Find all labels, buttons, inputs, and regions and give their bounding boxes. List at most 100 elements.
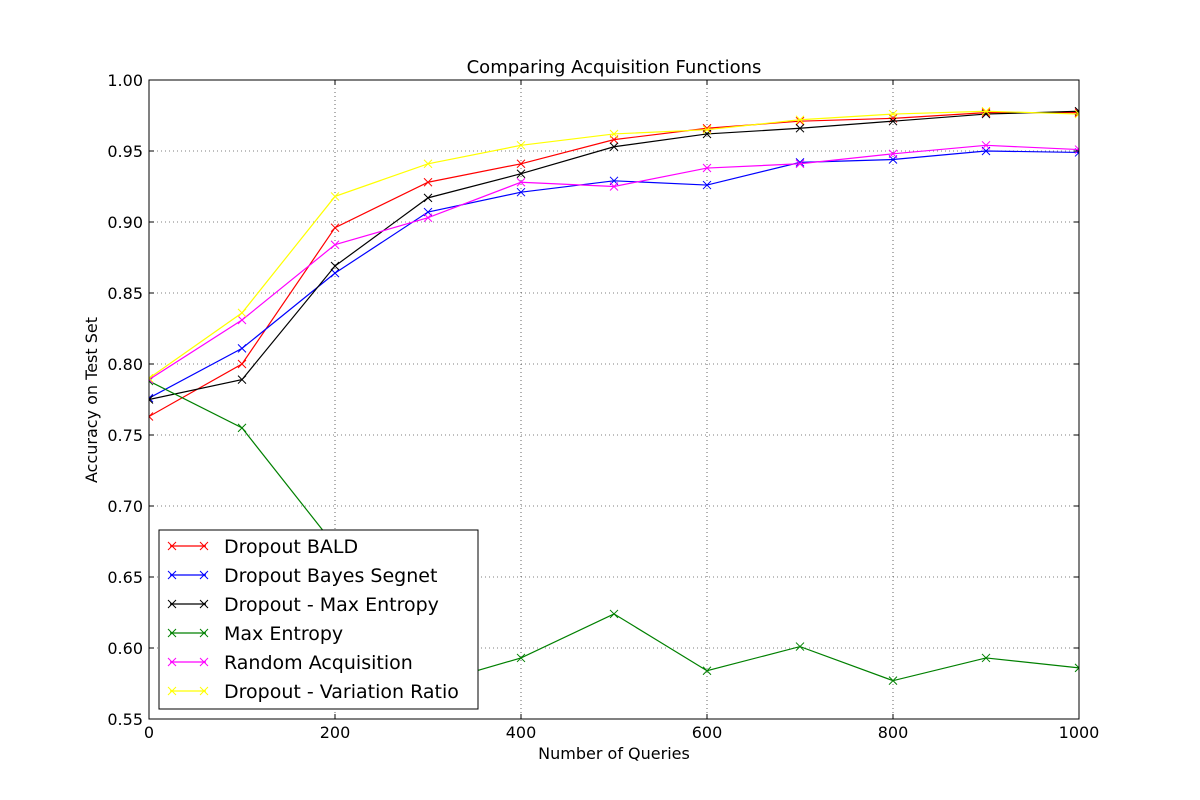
x-tick-label: 1000: [1059, 723, 1100, 742]
data-point: [516, 159, 526, 169]
x-tick-label: 200: [320, 723, 351, 742]
series-dropout-max-entropy: [149, 106, 1079, 404]
data-point: [237, 308, 247, 318]
data-point: [795, 159, 805, 169]
x-axis-label: Number of Queries: [538, 744, 690, 763]
data-point: [981, 106, 991, 116]
legend-label: Dropout - Variation Ratio: [224, 681, 459, 703]
legend-label: Max Entropy: [224, 623, 343, 645]
data-point: [609, 609, 619, 619]
y-axis-label: Accuracy on Test Set: [82, 317, 101, 483]
series-dropout-bayes-segnet: [149, 146, 1079, 403]
data-point: [330, 240, 340, 250]
legend-label: Dropout BALD: [224, 536, 358, 558]
data-point: [516, 177, 526, 187]
legend-marker: [167, 628, 177, 638]
series-random-acquisition: [149, 140, 1079, 384]
data-point: [702, 129, 712, 139]
y-tick-label: 0.60: [107, 639, 143, 658]
data-point: [1074, 145, 1079, 154]
plot-frame: [148, 79, 1080, 720]
data-point: [237, 315, 247, 325]
series-line: [149, 150, 1079, 399]
data-point: [423, 159, 433, 169]
x-tick-label: 0: [144, 723, 154, 742]
legend-marker: [199, 541, 209, 551]
data-point: [888, 116, 898, 126]
data-point: [423, 177, 433, 187]
data-point: [795, 123, 805, 133]
chart-title: Comparing Acquisition Functions: [467, 57, 762, 78]
data-point: [516, 187, 526, 197]
series-line: [149, 112, 1079, 418]
data-point: [609, 129, 619, 139]
legend-marker: [199, 570, 209, 580]
legend-marker: [167, 570, 177, 580]
x-tick-label: 600: [692, 723, 723, 742]
legend-marker: [199, 628, 209, 638]
data-point: [981, 140, 991, 150]
legend-entry: Dropout - Variation Ratio: [167, 681, 459, 703]
data-point: [795, 116, 805, 126]
data-point: [795, 158, 805, 167]
legend-label: Dropout Bayes Segnet: [224, 565, 437, 587]
legend-entry: Dropout BALD: [167, 536, 358, 558]
data-point: [516, 140, 526, 150]
data-point: [330, 268, 340, 278]
y-tick-label: 0.55: [107, 710, 143, 729]
data-point: [1074, 109, 1079, 119]
data-point: [795, 642, 805, 651]
data-point: [702, 666, 712, 676]
y-tick-label: 0.75: [107, 426, 143, 445]
data-point: [888, 109, 898, 119]
legend-entry: Dropout - Max Entropy: [167, 594, 439, 616]
data-point: [1074, 663, 1079, 673]
data-point: [330, 223, 340, 233]
legend-marker: [199, 599, 209, 609]
data-point: [149, 373, 154, 383]
legend-entry: Random Acquisition: [167, 652, 413, 674]
legend-label: Dropout - Max Entropy: [224, 594, 439, 616]
data-point: [423, 213, 433, 223]
legend: Dropout BALD Dropout Bayes Segnet Dropout …: [158, 529, 479, 710]
data-point: [981, 108, 991, 118]
y-tick-label: 0.95: [107, 142, 143, 161]
y-tick-label: 0.70: [107, 497, 143, 516]
data-point: [149, 412, 154, 421]
legend-marker: [167, 541, 177, 551]
y-tick-label: 0.65: [107, 568, 143, 587]
data-point: [149, 395, 154, 404]
x-tick-label: 400: [506, 723, 537, 742]
series-layer: [149, 106, 1079, 690]
data-point: [149, 393, 154, 403]
legend-label: Random Acquisition: [224, 652, 413, 674]
y-tick-label: 1.00: [107, 71, 143, 90]
data-point: [516, 169, 526, 179]
data-point: [237, 375, 247, 384]
y-tick-label: 0.85: [107, 284, 143, 303]
data-point: [330, 261, 340, 271]
grid: [149, 80, 1079, 719]
data-point: [423, 193, 433, 203]
data-point: [237, 359, 247, 369]
data-point: [237, 423, 247, 433]
legend-entry: Dropout Bayes Segnet: [167, 565, 437, 587]
legend-entry: Max Entropy: [167, 623, 343, 645]
data-point: [516, 653, 526, 663]
data-point: [888, 676, 898, 686]
legend-marker: [167, 599, 177, 609]
data-point: [1074, 108, 1079, 118]
data-point: [237, 344, 247, 353]
data-point: [702, 180, 712, 190]
data-point: [702, 125, 712, 135]
data-point: [702, 163, 712, 173]
y-tick-label: 0.90: [107, 213, 143, 232]
data-point: [981, 653, 991, 663]
legend-marker: [167, 686, 177, 696]
legend-marker: [167, 657, 177, 667]
legend-marker: [199, 657, 209, 667]
legend-marker: [199, 686, 209, 696]
legend-box: [158, 529, 479, 710]
y-tick-label: 0.80: [107, 355, 143, 374]
